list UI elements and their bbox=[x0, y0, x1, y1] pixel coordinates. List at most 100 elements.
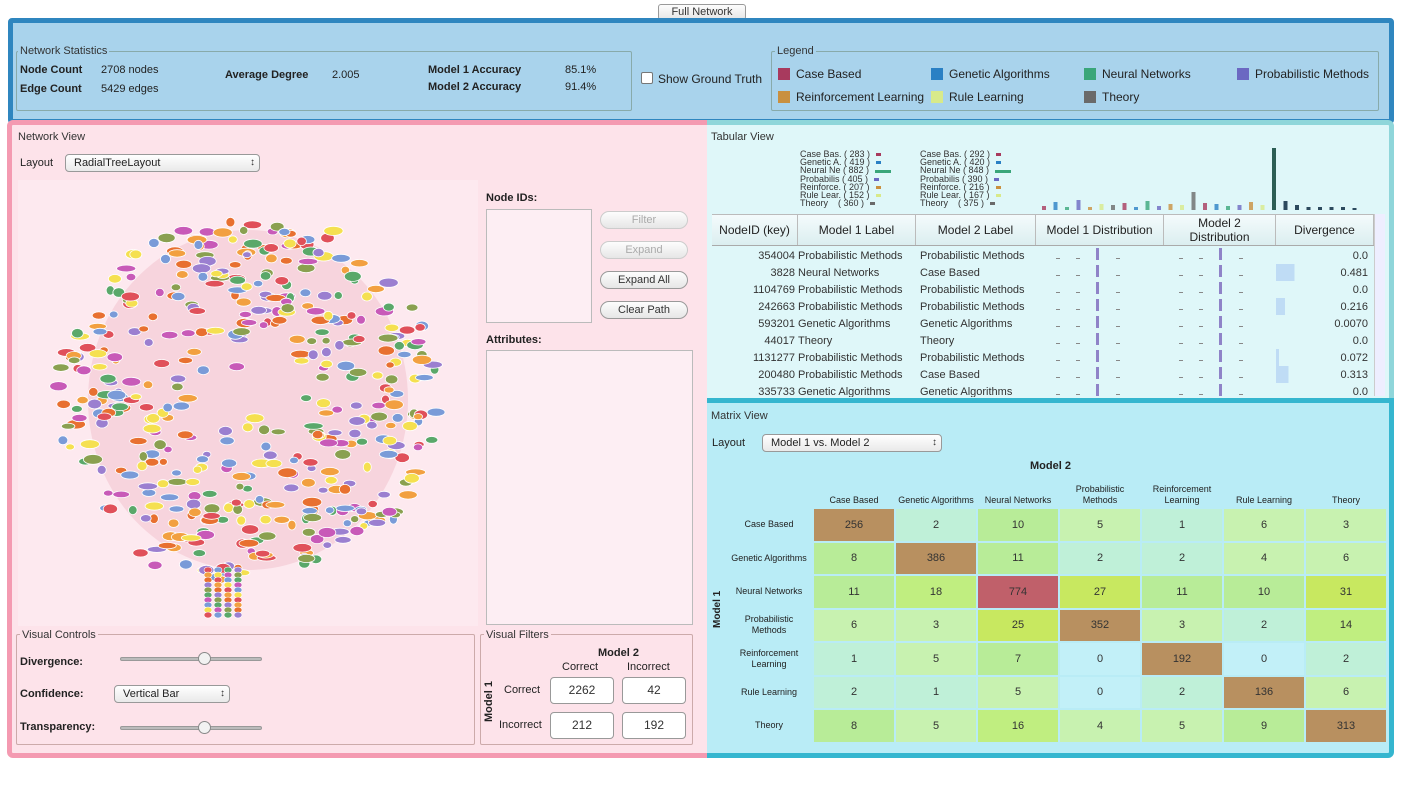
graph-node[interactable] bbox=[398, 490, 418, 500]
graph-node[interactable] bbox=[319, 438, 339, 448]
graph-node[interactable] bbox=[311, 430, 324, 440]
graph-node[interactable] bbox=[96, 464, 107, 475]
graph-node[interactable] bbox=[349, 525, 365, 536]
graph-node[interactable] bbox=[371, 401, 386, 410]
graph-node[interactable] bbox=[377, 333, 399, 343]
graph-node[interactable] bbox=[111, 402, 129, 412]
graph-node[interactable] bbox=[108, 274, 122, 284]
graph-node[interactable] bbox=[88, 387, 99, 397]
graph-node[interactable] bbox=[171, 291, 186, 302]
graph-node[interactable] bbox=[382, 435, 398, 446]
graph-node[interactable] bbox=[138, 325, 149, 333]
graph-node[interactable] bbox=[239, 226, 249, 235]
expand-all-button[interactable]: Expand All bbox=[600, 271, 688, 289]
graph-node[interactable] bbox=[144, 501, 164, 511]
graph-node[interactable] bbox=[413, 413, 423, 421]
graph-node[interactable] bbox=[270, 428, 286, 436]
filter-incorrect-correct[interactable]: 212 bbox=[550, 712, 614, 739]
graph-node[interactable] bbox=[238, 538, 260, 548]
graph-node[interactable] bbox=[242, 220, 263, 230]
matrix-cell[interactable]: 386 bbox=[896, 542, 976, 574]
graph-node[interactable] bbox=[381, 506, 398, 517]
graph-node[interactable] bbox=[277, 467, 298, 479]
graph-node[interactable] bbox=[56, 399, 71, 409]
graph-node[interactable] bbox=[170, 283, 182, 292]
graph-node[interactable] bbox=[168, 505, 185, 513]
graph-node[interactable] bbox=[229, 275, 246, 285]
graph-node[interactable] bbox=[348, 367, 368, 377]
matrix-cell[interactable]: 5 bbox=[1060, 509, 1140, 541]
graph-node[interactable] bbox=[156, 479, 170, 489]
graph-node[interactable] bbox=[195, 327, 209, 338]
graph-node[interactable] bbox=[349, 401, 363, 410]
graph-node[interactable] bbox=[141, 488, 157, 497]
graph-node[interactable] bbox=[289, 456, 299, 465]
graph-node[interactable] bbox=[197, 271, 209, 282]
graph-node[interactable] bbox=[384, 399, 404, 410]
graph-node[interactable] bbox=[334, 449, 352, 460]
matrix-cell[interactable]: 256 bbox=[814, 509, 894, 541]
matrix-cell[interactable]: 4 bbox=[1060, 710, 1140, 742]
table-scrollbar[interactable] bbox=[1374, 214, 1385, 396]
graph-node[interactable] bbox=[350, 515, 360, 524]
graph-node[interactable] bbox=[71, 413, 88, 423]
graph-node[interactable] bbox=[146, 413, 161, 424]
graph-node[interactable] bbox=[302, 513, 322, 523]
graph-node[interactable] bbox=[213, 611, 223, 619]
filter-correct-correct[interactable]: 2262 bbox=[550, 677, 614, 704]
matrix-cell[interactable]: 3 bbox=[1142, 609, 1222, 641]
graph-node[interactable] bbox=[196, 455, 209, 464]
graph-node[interactable] bbox=[260, 441, 272, 452]
graph-node[interactable] bbox=[125, 273, 137, 282]
graph-node[interactable] bbox=[265, 501, 286, 509]
graph-node[interactable] bbox=[384, 374, 399, 385]
graph-node[interactable] bbox=[325, 506, 335, 515]
table-row[interactable]: 354004 Probabilistic Methods Probabilistic… bbox=[712, 247, 1374, 264]
graph-node[interactable] bbox=[317, 486, 329, 494]
matrix-cell[interactable]: 1 bbox=[814, 643, 894, 675]
graph-node[interactable] bbox=[191, 263, 212, 274]
graph-node[interactable] bbox=[355, 507, 368, 516]
graph-node[interactable] bbox=[377, 490, 391, 499]
graph-node[interactable] bbox=[348, 416, 366, 426]
graph-node[interactable] bbox=[355, 437, 368, 446]
graph-node[interactable] bbox=[336, 360, 356, 371]
matrix-cell[interactable]: 136 bbox=[1224, 676, 1304, 708]
transparency-slider-track[interactable] bbox=[120, 726, 262, 730]
graph-node[interactable] bbox=[243, 238, 263, 249]
matrix-cell[interactable]: 4 bbox=[1224, 542, 1304, 574]
graph-node[interactable] bbox=[175, 259, 193, 269]
expand-button[interactable]: Expand bbox=[600, 241, 688, 259]
graph-node[interactable] bbox=[71, 328, 84, 339]
graph-node[interactable] bbox=[343, 271, 362, 282]
graph-node[interactable] bbox=[306, 337, 318, 345]
graph-node[interactable] bbox=[242, 251, 252, 259]
graph-node[interactable] bbox=[176, 270, 189, 279]
matrix-cell[interactable]: 2 bbox=[1142, 676, 1222, 708]
graph-node[interactable] bbox=[83, 454, 104, 465]
graph-node[interactable] bbox=[233, 611, 243, 619]
graph-node[interactable] bbox=[76, 396, 89, 405]
graph-node[interactable] bbox=[342, 519, 352, 528]
graph-node[interactable] bbox=[335, 504, 355, 512]
column-header[interactable]: Model 2 Distribution bbox=[1164, 215, 1276, 245]
graph-node[interactable] bbox=[309, 534, 325, 545]
graph-node[interactable] bbox=[240, 282, 253, 291]
graph-node[interactable] bbox=[292, 543, 313, 553]
graph-node[interactable] bbox=[238, 310, 252, 318]
graph-node[interactable] bbox=[265, 459, 283, 468]
matrix-cell[interactable]: 11 bbox=[1142, 576, 1222, 608]
graph-node[interactable] bbox=[142, 380, 154, 390]
graph-node[interactable] bbox=[293, 357, 310, 365]
graph-node[interactable] bbox=[121, 376, 142, 387]
graph-node[interactable] bbox=[107, 389, 127, 401]
graph-node[interactable] bbox=[143, 338, 154, 347]
column-header[interactable]: Divergence bbox=[1276, 215, 1374, 245]
graph-node[interactable] bbox=[198, 227, 216, 237]
graph-node[interactable] bbox=[368, 518, 387, 527]
graph-node[interactable] bbox=[389, 389, 405, 398]
graph-node[interactable] bbox=[177, 430, 194, 440]
matrix-cell[interactable]: 5 bbox=[896, 643, 976, 675]
graph-node[interactable] bbox=[92, 363, 108, 371]
graph-node[interactable] bbox=[157, 232, 176, 244]
